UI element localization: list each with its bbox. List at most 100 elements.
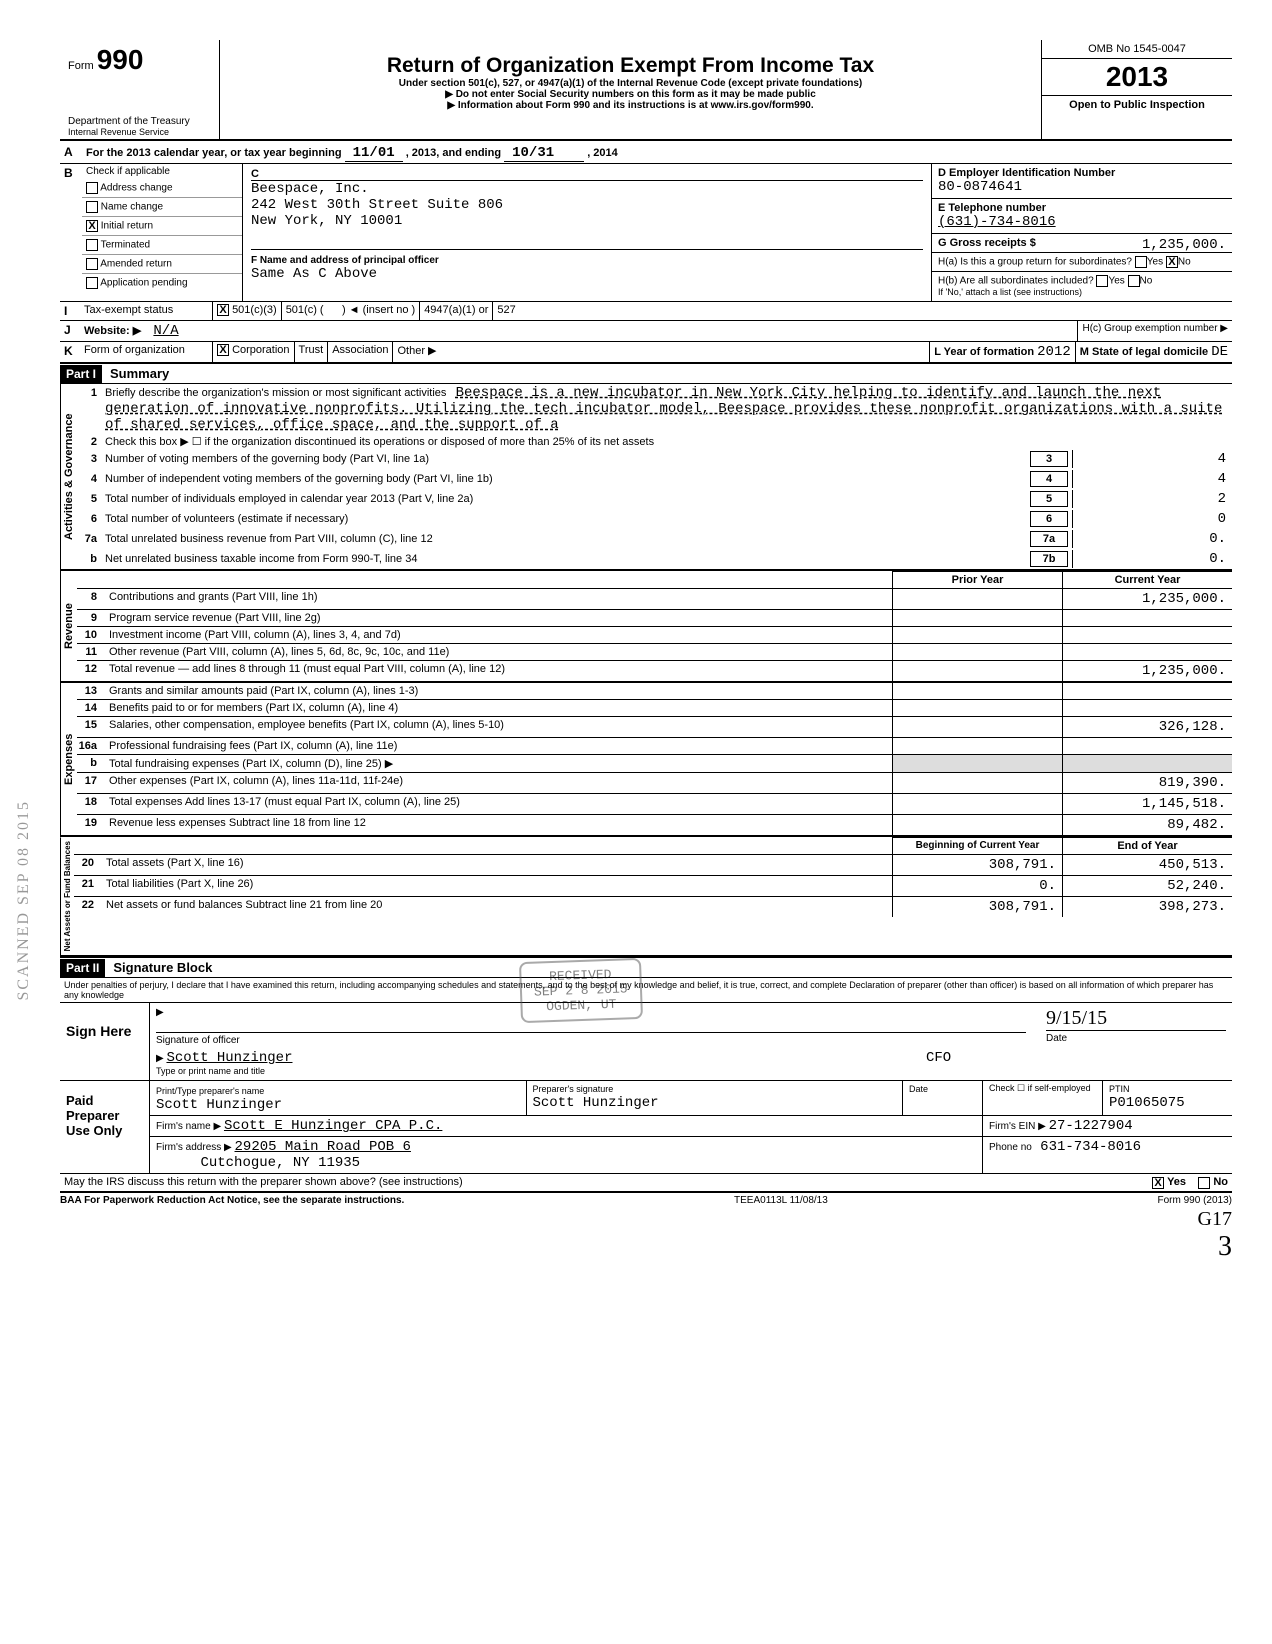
terminated-label: Terminated <box>101 240 150 251</box>
firm-name: Scott E Hunzinger CPA P.C. <box>224 1118 442 1134</box>
firm-name-label: Firm's name ▶ <box>156 1121 221 1132</box>
501c-label: 501(c) ( <box>286 304 324 316</box>
j-label: Website: ▶ <box>84 325 141 337</box>
paid-preparer-label: Paid Preparer Use Only <box>60 1081 150 1173</box>
hb-no-checkbox[interactable] <box>1128 275 1140 287</box>
beg-year-header: Beginning of Current Year <box>892 837 1062 854</box>
line15-current: 326,128. <box>1062 717 1232 737</box>
revenue-section: Revenue Prior YearCurrent Year 8Contribu… <box>60 571 1232 683</box>
501c3-checkbox[interactable]: X <box>217 304 229 316</box>
sig-officer-label: Signature of officer <box>156 1035 240 1046</box>
line11-desc: Other revenue (Part VIII, column (A), li… <box>105 644 892 660</box>
part1-header: Part I <box>60 365 102 383</box>
d-label: D Employer Identification Number <box>938 167 1115 179</box>
line8-current: 1,235,000. <box>1062 589 1232 609</box>
line7b-desc: Net unrelated business taxable income fr… <box>105 553 1030 565</box>
hb-yes-checkbox[interactable] <box>1096 275 1108 287</box>
form-number: 990 <box>97 44 144 75</box>
line15-desc: Salaries, other compensation, employee b… <box>105 717 892 737</box>
line4-desc: Number of independent voting members of … <box>105 473 1030 485</box>
tax-year: 2013 <box>1042 59 1232 96</box>
line5-value: 2 <box>1072 490 1232 508</box>
year-begin: 11/01 <box>345 145 403 162</box>
line22-end: 398,273. <box>1062 897 1232 917</box>
line16b-desc: Total fundraising expenses (Part IX, col… <box>105 755 892 772</box>
f-value: Same As C Above <box>251 266 377 282</box>
firm-ein: 27-1227904 <box>1049 1118 1133 1134</box>
section-b: B Check if applicable Address change Nam… <box>60 164 1232 302</box>
omb-number: OMB No 1545-0047 <box>1042 40 1232 59</box>
line3-value: 4 <box>1072 450 1232 468</box>
prep-date-label: Date <box>909 1084 928 1094</box>
part1-header-row: Part I Summary <box>60 363 1232 384</box>
officer-name: Scott Hunzinger <box>166 1050 292 1066</box>
pending-checkbox[interactable] <box>86 277 98 289</box>
sign-here-label: Sign Here <box>60 1003 150 1080</box>
right-info: D Employer Identification Number80-08746… <box>932 164 1232 301</box>
line8-desc: Contributions and grants (Part VIII, lin… <box>105 589 892 609</box>
name-change-label: Name change <box>101 202 163 213</box>
firm-addr1: 29205 Main Road POB 6 <box>235 1139 411 1155</box>
line-j: J Website: ▶ N/A H(c) Group exemption nu… <box>60 321 1232 342</box>
amended-checkbox[interactable] <box>86 258 98 270</box>
perjury-text: Under penalties of perjury, I declare th… <box>60 978 1232 1003</box>
discuss-no-checkbox[interactable] <box>1198 1177 1210 1189</box>
k-label: Form of organization <box>82 342 212 362</box>
firm-addr-label: Firm's address ▶ <box>156 1142 232 1153</box>
ha-label: H(a) Is this a group return for subordin… <box>938 257 1132 268</box>
hb-label: H(b) Are all subordinates included? <box>938 276 1094 287</box>
line21-beg: 0. <box>892 876 1062 896</box>
line22-beg: 308,791. <box>892 897 1062 917</box>
letter-c: C <box>251 168 923 181</box>
line18-desc: Total expenses Add lines 13-17 (must equ… <box>105 794 892 814</box>
title-cell: Return of Organization Exempt From Incom… <box>220 40 1042 139</box>
instruction-1: ▶ Do not enter Social Security numbers o… <box>230 89 1031 100</box>
addr-change-checkbox[interactable] <box>86 182 98 194</box>
l-label: L Year of formation <box>934 346 1034 358</box>
line1-desc: Briefly describe the organization's miss… <box>105 387 446 399</box>
line6-desc: Total number of volunteers (estimate if … <box>105 513 1030 525</box>
line7b-value: 0. <box>1072 550 1232 568</box>
checkbox-column: Check if applicable Address change Name … <box>82 164 242 301</box>
initial-return-checkbox[interactable]: X <box>86 220 98 232</box>
phone: (631)-734-8016 <box>938 214 1056 230</box>
line7a-value: 0. <box>1072 530 1232 548</box>
ha-yes-checkbox[interactable] <box>1135 256 1147 268</box>
line17-current: 819,390. <box>1062 773 1232 793</box>
form-label: Form <box>68 60 94 72</box>
l-value: 2012 <box>1037 344 1071 360</box>
sign-here-row: Sign Here ▶Signature of officer 9/15/15D… <box>60 1003 1232 1081</box>
i-label: Tax-exempt status <box>82 302 212 320</box>
letter-a: A <box>60 143 82 163</box>
line20-end: 450,513. <box>1062 855 1232 875</box>
org-addr2: New York, NY 10001 <box>251 213 923 229</box>
hb-yes: Yes <box>1108 276 1124 287</box>
subtitle: Under section 501(c), 527, or 4947(a)(1)… <box>230 78 1031 89</box>
m-value: DE <box>1211 344 1228 360</box>
line-i: I Tax-exempt status X 501(c)(3) 501(c) (… <box>60 302 1232 321</box>
line9-desc: Program service revenue (Part VIII, line… <box>105 610 892 626</box>
corp-checkbox[interactable]: X <box>217 344 229 356</box>
phone-label: Phone no <box>989 1142 1032 1153</box>
form-header: Form 990 Department of the Treasury Inte… <box>60 40 1232 141</box>
tab-net-assets: Net Assets or Fund Balances <box>60 837 74 955</box>
type-print-label: Type or print name and title <box>156 1066 1226 1076</box>
terminated-checkbox[interactable] <box>86 239 98 251</box>
line18-current: 1,145,518. <box>1062 794 1232 814</box>
prep-phone: 631-734-8016 <box>1040 1139 1141 1155</box>
ha-no-checkbox[interactable]: X <box>1166 256 1178 268</box>
name-change-checkbox[interactable] <box>86 201 98 213</box>
received-stamp: RECEIVED SEP 2 8 2015 OGDEN, UT <box>519 958 643 1023</box>
discuss-yes-checkbox[interactable]: X <box>1152 1177 1164 1189</box>
line20-desc: Total assets (Part X, line 16) <box>102 855 892 875</box>
footer-code: TEEA0113L 11/08/13 <box>734 1195 828 1206</box>
dept-treasury: Department of the Treasury <box>68 116 211 127</box>
end-year-header: End of Year <box>1062 837 1232 854</box>
tab-revenue: Revenue <box>60 571 77 681</box>
part1-title: Summary <box>102 364 177 383</box>
line21-end: 52,240. <box>1062 876 1232 896</box>
scanned-stamp: SCANNED SEP 08 2015 <box>15 800 33 1001</box>
line22-desc: Net assets or fund balances Subtract lin… <box>102 897 892 917</box>
activities-governance-section: Activities & Governance 1Briefly describ… <box>60 384 1232 571</box>
sig-date-value: 9/15/15 <box>1046 1007 1107 1029</box>
